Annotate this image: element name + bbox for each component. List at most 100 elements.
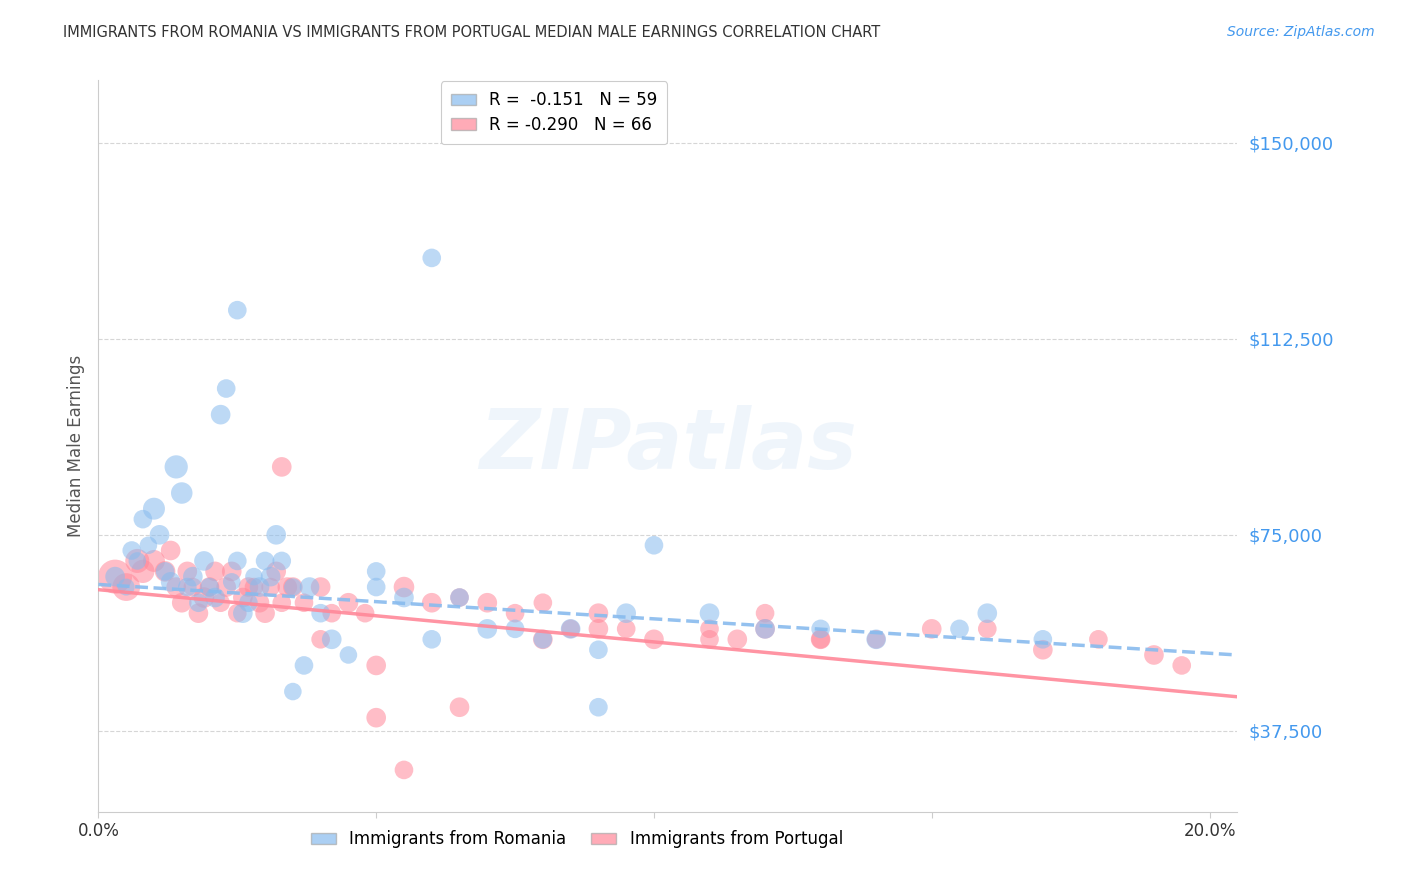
Point [254, 606, 277, 620]
Point [187, 606, 209, 620]
Point [699, 606, 721, 620]
Text: Source: ZipAtlas.com: Source: ZipAtlas.com [1227, 25, 1375, 39]
Point [366, 658, 388, 673]
Point [976, 606, 998, 620]
Point [104, 569, 127, 583]
Point [165, 459, 187, 474]
Point [449, 591, 471, 605]
Text: ZIPatlas: ZIPatlas [479, 406, 856, 486]
Point [121, 543, 143, 558]
Point [309, 606, 332, 620]
Point [281, 580, 304, 594]
Point [281, 580, 304, 594]
Point [420, 596, 443, 610]
Point [181, 569, 204, 583]
Point [503, 622, 526, 636]
Point [209, 596, 232, 610]
Point [449, 591, 471, 605]
Y-axis label: Median Male Earnings: Median Male Earnings [66, 355, 84, 537]
Point [321, 632, 343, 647]
Point [309, 580, 332, 594]
Point [249, 580, 271, 594]
Legend: Immigrants from Romania, Immigrants from Portugal: Immigrants from Romania, Immigrants from… [301, 821, 853, 858]
Point [321, 606, 343, 620]
Point [366, 565, 388, 579]
Point [449, 700, 471, 714]
Point [176, 580, 198, 594]
Point [226, 554, 249, 568]
Point [754, 606, 776, 620]
Point [276, 580, 298, 594]
Point [810, 622, 832, 636]
Point [153, 565, 176, 579]
Point [132, 512, 155, 526]
Point [725, 632, 748, 647]
Point [1143, 648, 1166, 662]
Point [148, 528, 170, 542]
Point [366, 711, 388, 725]
Point [614, 622, 637, 636]
Point [531, 632, 554, 647]
Point [1087, 632, 1109, 647]
Point [337, 596, 360, 610]
Point [292, 658, 315, 673]
Point [865, 632, 887, 647]
Point [354, 606, 377, 620]
Point [232, 606, 254, 620]
Point [159, 543, 181, 558]
Point [643, 538, 665, 552]
Point [221, 565, 243, 579]
Point [699, 632, 721, 647]
Point [337, 648, 360, 662]
Point [810, 632, 832, 647]
Point [392, 580, 415, 594]
Point [614, 606, 637, 620]
Point [503, 606, 526, 620]
Point [531, 596, 554, 610]
Point [226, 606, 249, 620]
Point [193, 554, 215, 568]
Point [810, 632, 832, 647]
Point [865, 632, 887, 647]
Point [560, 622, 582, 636]
Point [392, 763, 415, 777]
Point [1032, 632, 1054, 647]
Point [238, 596, 260, 610]
Point [309, 632, 332, 647]
Point [209, 408, 232, 422]
Point [198, 580, 221, 594]
Point [264, 528, 287, 542]
Point [232, 591, 254, 605]
Point [1170, 658, 1192, 673]
Point [477, 622, 499, 636]
Point [264, 565, 287, 579]
Point [143, 501, 166, 516]
Point [921, 622, 943, 636]
Point [560, 622, 582, 636]
Point [477, 596, 499, 610]
Point [270, 596, 292, 610]
Point [948, 622, 970, 636]
Point [588, 606, 610, 620]
Point [115, 580, 138, 594]
Point [270, 554, 292, 568]
Point [204, 591, 226, 605]
Point [193, 591, 215, 605]
Point [170, 486, 193, 500]
Point [531, 632, 554, 647]
Point [420, 251, 443, 265]
Point [204, 565, 226, 579]
Point [270, 459, 292, 474]
Point [226, 303, 249, 318]
Point [181, 580, 204, 594]
Point [165, 580, 187, 594]
Point [292, 596, 315, 610]
Point [198, 580, 221, 594]
Point [754, 622, 776, 636]
Point [221, 574, 243, 589]
Point [588, 700, 610, 714]
Point [366, 580, 388, 594]
Point [643, 632, 665, 647]
Point [243, 569, 266, 583]
Point [699, 622, 721, 636]
